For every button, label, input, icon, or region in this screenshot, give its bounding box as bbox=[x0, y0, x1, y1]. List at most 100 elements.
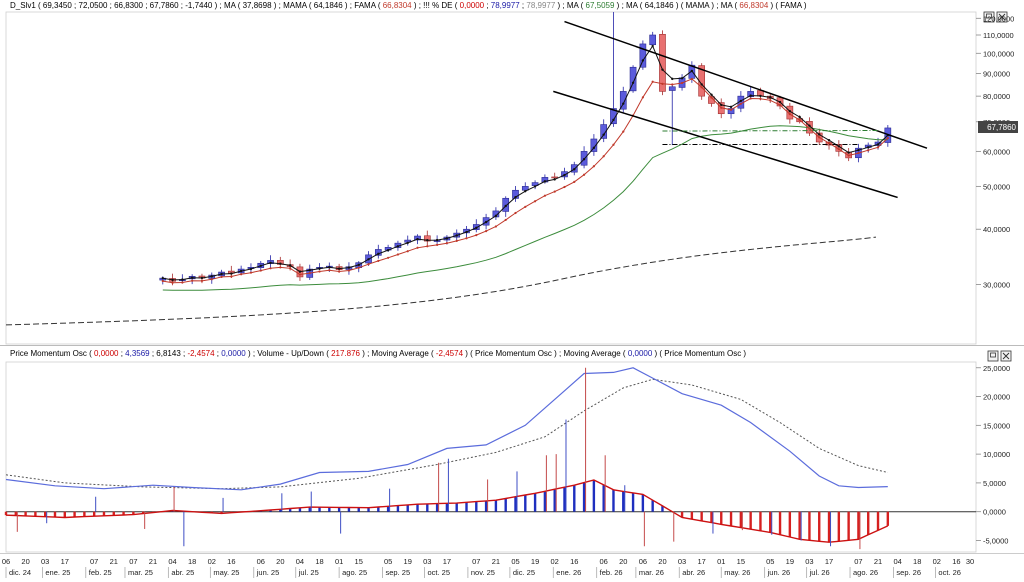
mama-point bbox=[680, 77, 684, 80]
fama-point bbox=[837, 148, 840, 151]
x-month-label: jun. 26 bbox=[767, 568, 791, 577]
mama-point bbox=[249, 267, 253, 271]
fama-point bbox=[289, 267, 292, 270]
candle[interactable] bbox=[600, 119, 608, 143]
fama-point bbox=[230, 275, 233, 278]
candle[interactable] bbox=[659, 30, 666, 96]
legend-segment: ( 69,3450 ; 72,0500 ; 66,8300 ; 67,7860 … bbox=[36, 1, 224, 10]
legend-segment: ) ; Volume - Up/Down ( bbox=[246, 349, 331, 358]
fama-point bbox=[641, 96, 644, 99]
x-day-label: 05 bbox=[384, 557, 392, 566]
oscillator-panel-buttons[interactable] bbox=[987, 350, 1012, 362]
legend-segment: 0,0000 bbox=[221, 349, 246, 358]
mama-point bbox=[269, 261, 272, 265]
fama-point bbox=[416, 246, 419, 249]
x-month-label: jul. 26 bbox=[809, 568, 830, 577]
fama-point bbox=[622, 130, 625, 133]
y-tick-label: 15,0000 bbox=[983, 421, 1010, 430]
mama-point bbox=[582, 158, 586, 161]
fama-point bbox=[543, 194, 546, 197]
fama-point bbox=[592, 165, 595, 168]
x-day-label: 21 bbox=[149, 557, 157, 566]
fama-point bbox=[406, 250, 409, 253]
y-tick-label: 25,0000 bbox=[983, 364, 1010, 373]
momentum-signal-line[interactable] bbox=[5, 378, 888, 490]
maximize-glyph-icon bbox=[990, 352, 996, 358]
candle[interactable] bbox=[512, 186, 519, 202]
y-tick-label: 80,0000 bbox=[983, 92, 1010, 101]
mama-point bbox=[876, 143, 880, 146]
x-day-label: 19 bbox=[786, 557, 794, 566]
legend-segment: 217.876 bbox=[331, 349, 360, 358]
histogram-average-line[interactable] bbox=[5, 479, 889, 543]
time-axis[interactable]: 06 20 03 17 07 21 07 21 04 18 02 16 06 20 04 18 01 15 05 19… bbox=[0, 553, 1024, 579]
legend-segment: 78,9977 bbox=[491, 1, 520, 10]
price-panel-buttons[interactable] bbox=[983, 11, 1008, 23]
x-day-label: 17 bbox=[61, 557, 69, 566]
oscillator-panel[interactable]: Price Momentum Osc ( 0,0000 ; 4,3569 ; 6… bbox=[4, 349, 1012, 553]
x-day-label: 16 bbox=[952, 557, 960, 566]
candle[interactable] bbox=[629, 65, 637, 93]
fama-point bbox=[690, 77, 693, 81]
candle-body bbox=[590, 138, 598, 152]
x-day-label: 19 bbox=[531, 557, 539, 566]
y-tick-label: 50,0000 bbox=[983, 182, 1010, 191]
fama-point bbox=[788, 113, 791, 116]
trendline-upper[interactable] bbox=[564, 20, 928, 149]
mama-point bbox=[837, 145, 841, 148]
candle[interactable] bbox=[619, 86, 627, 114]
mama-point bbox=[465, 230, 468, 234]
legend-segment: 67,5059 bbox=[586, 1, 615, 10]
x-day-label: 06 bbox=[639, 557, 647, 566]
mama-point bbox=[494, 214, 498, 218]
candle[interactable] bbox=[649, 31, 657, 47]
y-tick-label: 110,0000 bbox=[983, 31, 1014, 40]
fama-point bbox=[602, 155, 605, 158]
mama-point bbox=[171, 278, 174, 282]
maximize-icon[interactable] bbox=[987, 350, 999, 362]
x-day-label: 04 bbox=[893, 557, 901, 566]
ma-long-line[interactable] bbox=[5, 236, 877, 326]
y-tick-label: 120,0000 bbox=[983, 14, 1014, 23]
fama-point bbox=[475, 234, 478, 237]
fama-point bbox=[347, 269, 351, 272]
legend-segment: ( bbox=[376, 1, 383, 10]
level-line-green[interactable] bbox=[662, 129, 879, 132]
price-plot-area[interactable] bbox=[5, 12, 928, 326]
legend-segment: 78,9977 bbox=[526, 1, 555, 10]
mama-point bbox=[484, 220, 488, 224]
price-panel[interactable]: D_Slv1 ( 69,3450 ; 72,0500 ; 66,8300 ; 6… bbox=[5, 1, 1018, 345]
oscillator-legend: Price Momentum Osc ( 0,0000 ; 4,3569 ; 6… bbox=[10, 349, 746, 358]
maximize-icon[interactable] bbox=[983, 11, 995, 23]
fama-point bbox=[259, 269, 262, 272]
mama-point bbox=[455, 234, 458, 237]
legend-segment: FAMA bbox=[354, 1, 376, 10]
momentum-osc-line[interactable] bbox=[5, 367, 888, 491]
mama-point bbox=[867, 146, 870, 149]
y-tick-label: 20,0000 bbox=[983, 393, 1010, 402]
mama-point bbox=[239, 269, 243, 273]
candle[interactable] bbox=[610, 12, 617, 127]
mama-point bbox=[357, 263, 360, 267]
mama-point bbox=[700, 83, 703, 86]
fama-point bbox=[269, 267, 272, 270]
ma-green-line[interactable] bbox=[162, 125, 888, 291]
x-day-label: 15 bbox=[737, 557, 745, 566]
x-day-label: 20 bbox=[276, 557, 284, 566]
candle[interactable] bbox=[590, 134, 598, 156]
maximize-glyph-icon bbox=[986, 13, 992, 19]
oscillator-plot-area[interactable] bbox=[4, 367, 976, 550]
oscillator-y-axis: 25,0000 20,0000 15,0000 10,0000 5,0000 0,0000… bbox=[976, 364, 1010, 545]
mama-point bbox=[220, 272, 223, 276]
candle-body bbox=[610, 108, 617, 125]
mama-point bbox=[181, 278, 184, 281]
fama-point bbox=[749, 97, 752, 100]
legend-segment: ( 64,1846 ) ; bbox=[307, 1, 355, 10]
mama-point bbox=[161, 276, 164, 280]
mama-point bbox=[298, 270, 302, 273]
x-day-label: 16 bbox=[570, 557, 578, 566]
mama-point bbox=[504, 204, 507, 208]
candle[interactable] bbox=[668, 83, 676, 146]
